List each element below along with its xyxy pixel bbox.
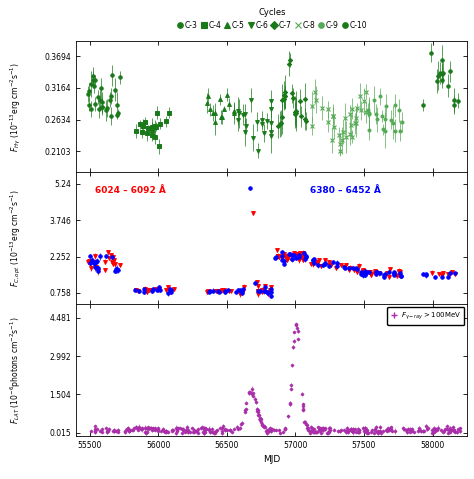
Y-axis label: $F_{H\gamma}$ (10$^{-13}$erg cm$^{-2}$s$^{-1}$): $F_{H\gamma}$ (10$^{-13}$erg cm$^{-2}$s$… — [9, 62, 23, 151]
Y-axis label: $F_{LAT}$ (10$^{-6}$photons cm$^{-2}$s$^{-1}$): $F_{LAT}$ (10$^{-6}$photons cm$^{-2}$s$^… — [9, 316, 23, 424]
Y-axis label: $F_{C,opt}$ (10$^{-13}$erg cm$^{-2}$s$^{-1}$): $F_{C,opt}$ (10$^{-13}$erg cm$^{-2}$s$^{… — [9, 189, 23, 287]
Text: 6380 – 6452 Å: 6380 – 6452 Å — [310, 186, 382, 194]
Legend: $F_{\gamma-ray} > 100$MeV: $F_{\gamma-ray} > 100$MeV — [387, 307, 464, 325]
Text: 6024 – 6092 Å: 6024 – 6092 Å — [95, 186, 166, 194]
Legend: C-3, C-4, C-5, C-6, C-7, C-8, C-9, C-10: C-3, C-4, C-5, C-6, C-7, C-8, C-9, C-10 — [175, 5, 370, 33]
X-axis label: MJD: MJD — [263, 456, 280, 464]
